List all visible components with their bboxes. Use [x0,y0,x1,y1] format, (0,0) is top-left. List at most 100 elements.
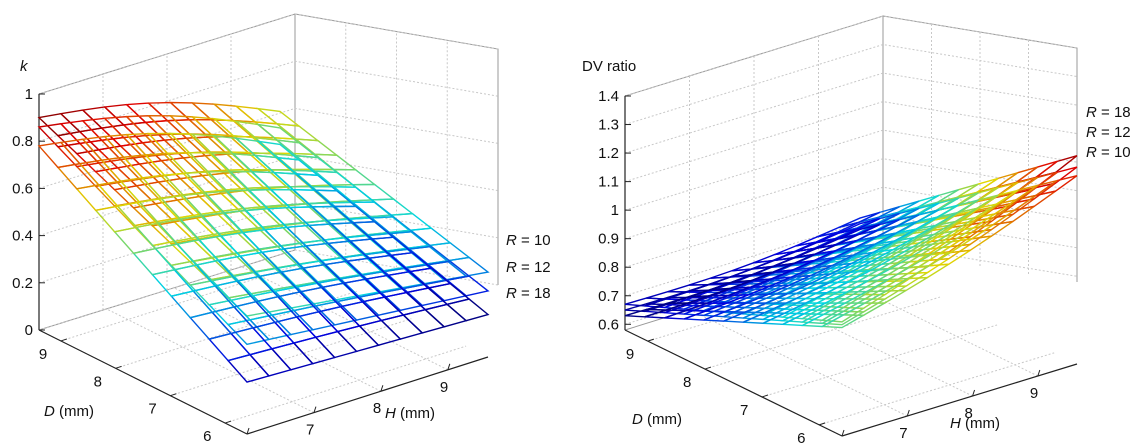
d-axis-line [38,329,248,435]
z-tick-label: 1.3 [598,117,619,134]
d-axis-label: D (mm) [44,403,94,420]
d-axis-var: D [632,411,643,428]
series-var: R [506,232,517,249]
surface-cell [156,177,201,201]
series-var: R [506,285,517,302]
z-tick-label: 1.1 [598,174,619,191]
h-tick-label: 9 [1030,385,1038,402]
d-tick-mark [818,422,826,426]
h-tick-label: 6 [239,443,247,446]
series-var: R [1086,144,1097,161]
h-tick-mark [972,389,976,397]
z-tick-label: 0.9 [598,231,619,248]
d-axis-unit: (mm) [643,411,682,428]
surface-cell [255,123,302,144]
series-value: = 10 [517,232,551,249]
surface-cell [838,211,881,229]
d-axis-line [624,329,843,437]
h-tick-mark [841,429,845,437]
dv-ratio-surface-chart: 0.60.70.80.911.11.21.31.467896789DV rati… [582,15,1131,446]
series-label: R = 12 [1086,124,1131,141]
series-label: R = 10 [1086,144,1131,161]
d-tick-label: 7 [740,402,748,419]
surface-cell [994,194,1037,215]
d-tick-mark [170,393,177,397]
surface-cell [255,107,302,127]
series-value: = 18 [517,285,551,302]
d-tick-mark [224,420,232,424]
z-tick-label: 0.8 [12,133,33,150]
z-tick-label: 0.8 [598,259,619,276]
h-tick-label: 8 [965,405,973,422]
h-axis-label: H (mm) [950,415,1000,432]
h-tick-mark [447,363,451,370]
surface-cell [369,198,415,216]
d-tick-mark [761,394,769,398]
z-tick-label: 0.4 [12,228,33,245]
surface-series [624,174,1078,329]
d-axis-unit: (mm) [55,403,94,420]
surface-cell [293,138,339,157]
series-label: R = 12 [506,259,551,276]
series-var: R [506,259,517,276]
surface-cell [838,217,881,234]
z-tick-label: 0 [25,322,33,339]
surface-cell [838,223,881,240]
d-tick-mark [704,366,712,370]
surface-cell [307,184,352,203]
d-tick-label: 9 [626,346,634,363]
surface-cell [862,285,909,300]
surface-cell [407,227,452,247]
h-tick-label: 7 [306,422,314,439]
z-tick-label: 0.7 [598,288,619,305]
h-tick-mark [246,427,250,435]
z-tick-label: 0.2 [12,275,33,292]
surface-cell [312,189,358,208]
h-axis-var: H [385,405,396,422]
z-tick-label: 1.4 [598,88,619,105]
h-axis-unit: (mm) [961,415,1000,432]
h-axis-unit: (mm) [396,405,435,422]
d-tick-label: 6 [203,428,211,445]
surface-cell [293,173,339,192]
h-axis-label: H (mm) [385,405,435,422]
h-tick-mark [313,406,317,413]
z-tick-label: 0.6 [12,180,33,197]
surface-series [37,132,490,383]
surface-cell [103,103,148,126]
surface-cell [331,168,377,186]
surface-cell [94,181,138,207]
h-axis-var: H [950,415,961,432]
series-value: = 12 [1097,124,1131,141]
series-value: = 12 [517,259,551,276]
d-axis-var: D [44,403,55,420]
h-tick-label: 7 [899,425,907,442]
z-tick-label: 0.6 [598,316,619,333]
surface-cell [1014,190,1057,211]
d-tick-mark [647,338,655,342]
d-tick-mark [115,365,122,369]
h-tick-mark [1037,369,1041,377]
k-surface-chart: 00.20.40.60.8167896789kH (mm)D (mm)R = 1… [12,13,551,446]
d-tick-mark [60,338,68,342]
series-value: = 18 [1097,104,1131,121]
d-tick-label: 8 [94,373,102,390]
z-tick-label: 1 [25,86,33,103]
d-tick-label: 9 [39,346,47,363]
d-tick-label: 8 [683,374,691,391]
d-axis-label: D (mm) [632,411,682,428]
h-tick-mark [380,385,384,392]
series-value: = 10 [1097,144,1131,161]
surface-cell [94,205,138,233]
z-axis-label: DV ratio [582,58,636,75]
series-label: R = 10 [506,232,551,249]
h-tick-mark [906,409,910,417]
surface-cell [209,152,254,173]
surface-cell [124,102,170,124]
surface-cell [821,302,866,316]
z-axis-label: k [20,58,29,75]
surface-cell [290,169,336,188]
d-tick-label: 6 [797,430,805,446]
h-tick-label: 9 [440,379,448,396]
